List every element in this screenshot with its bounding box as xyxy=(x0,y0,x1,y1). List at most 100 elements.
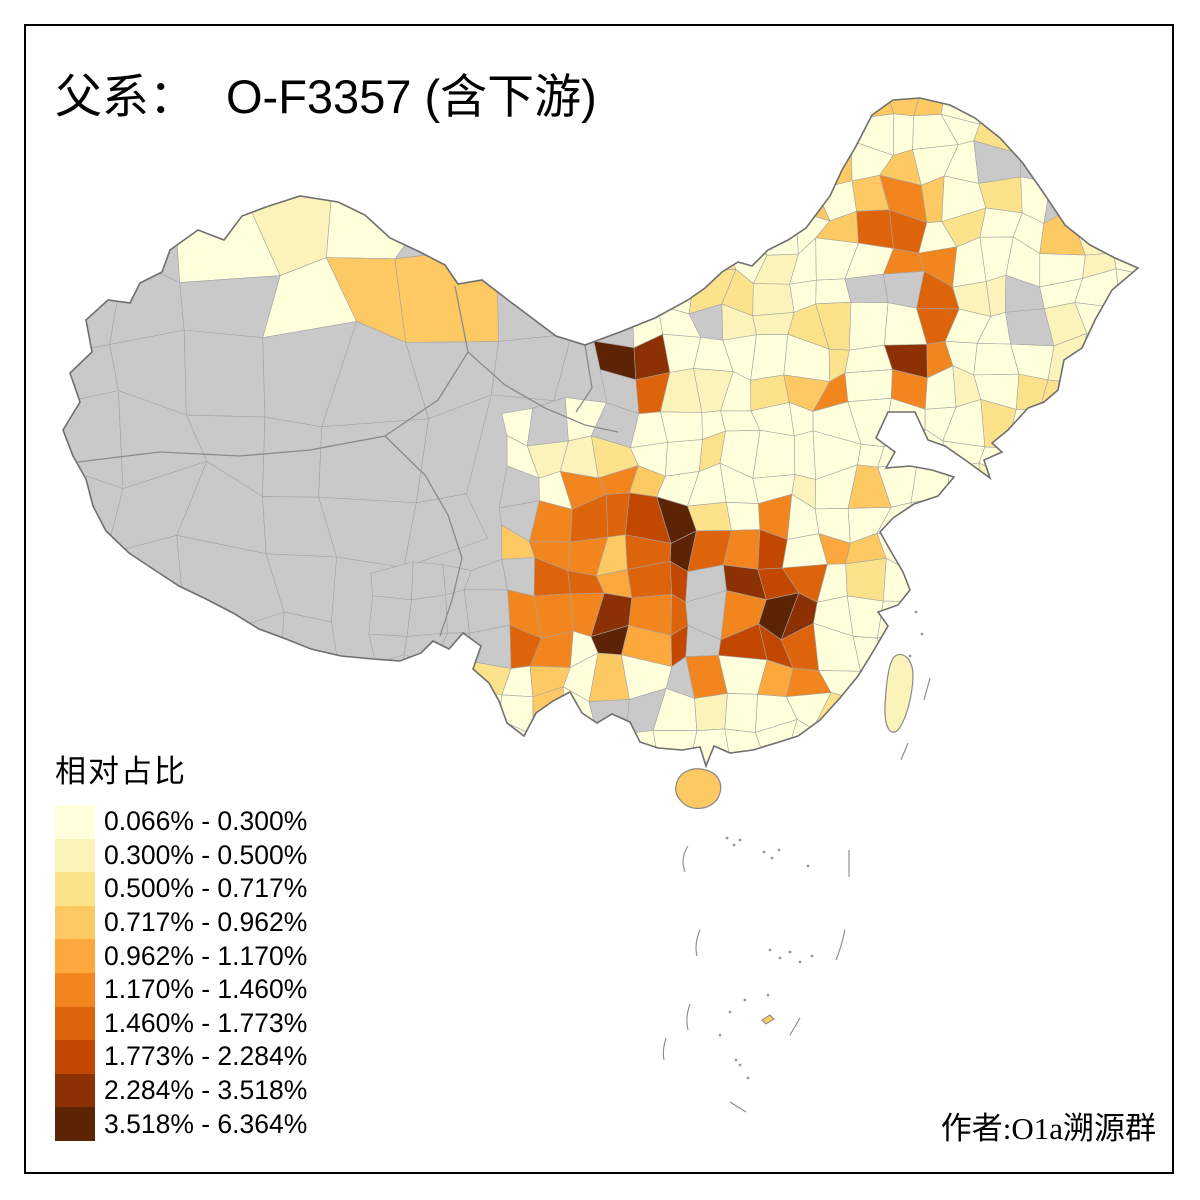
legend-swatch-7 xyxy=(55,1040,95,1074)
prefecture-cell xyxy=(262,416,322,498)
prefecture-cell xyxy=(974,538,1012,574)
prefecture-cell xyxy=(793,430,817,480)
prefecture-cell xyxy=(1134,238,1138,277)
prefecture-cell xyxy=(1010,558,1051,598)
prefecture-cell xyxy=(1104,335,1138,375)
islet-speck xyxy=(768,948,772,952)
prefecture-cell xyxy=(368,595,412,637)
prefecture-cell xyxy=(625,98,672,124)
islet-speck xyxy=(810,954,814,958)
prefecture-cell xyxy=(1144,788,1178,821)
prefecture-cell xyxy=(1069,625,1117,664)
prefecture-cell xyxy=(1072,373,1118,414)
legend-label: 0.717% - 0.962% xyxy=(104,907,308,938)
prefecture-cell xyxy=(976,689,1007,737)
prefecture-cell xyxy=(914,17,948,63)
prefecture-cell xyxy=(1005,506,1050,541)
prefecture-cell xyxy=(63,122,143,191)
prefecture-cell xyxy=(113,688,159,723)
prefecture-cell xyxy=(465,758,508,766)
prefecture-cell xyxy=(1147,719,1182,764)
prefecture-cell xyxy=(750,334,789,381)
legend-swatch-0 xyxy=(55,805,95,839)
prefecture-cell xyxy=(749,21,784,58)
legend-swatch-2 xyxy=(55,872,95,906)
prefecture-cell xyxy=(366,752,413,766)
prefecture-cell xyxy=(1042,98,1084,122)
prefecture-cell xyxy=(1082,120,1120,160)
prefecture-cell xyxy=(1100,98,1137,126)
prefecture-cell xyxy=(885,784,928,824)
prefecture-cell xyxy=(1077,729,1105,761)
prefecture-cell xyxy=(596,98,630,123)
prefecture-cell xyxy=(1110,205,1138,254)
prefecture-cell xyxy=(986,749,1016,766)
prefecture-cell xyxy=(719,143,763,177)
prefecture-cell xyxy=(183,329,266,418)
prefecture-cell xyxy=(846,595,884,639)
islet-speck xyxy=(777,848,781,852)
prefecture-cell xyxy=(1039,408,1087,440)
prefecture-cell xyxy=(1041,755,1084,766)
prefecture-cell xyxy=(812,98,865,120)
prefecture-cell xyxy=(63,631,107,717)
prefecture-cell xyxy=(432,661,476,694)
prefecture-cell xyxy=(1102,686,1138,737)
prefecture-cell xyxy=(0,267,55,357)
prefecture-cell xyxy=(946,58,982,86)
prefecture-cell xyxy=(925,760,959,766)
prefecture-cell xyxy=(862,51,884,89)
prefecture-cell xyxy=(367,783,413,832)
prefecture-cell xyxy=(948,689,978,727)
prefecture-cell xyxy=(877,428,926,468)
prefecture-cell xyxy=(186,611,285,716)
prefecture-cell xyxy=(852,24,882,56)
prefecture-cell xyxy=(0,463,47,553)
prefecture-cell xyxy=(1053,13,1087,53)
prefecture-cell xyxy=(1110,407,1138,445)
prefecture-cell xyxy=(670,122,698,161)
prefecture-cell xyxy=(757,58,790,83)
prefecture-cell xyxy=(757,144,799,189)
islet-speck xyxy=(914,610,918,614)
legend-row: 0.717% - 0.962% xyxy=(55,905,308,940)
prefecture-cell xyxy=(659,173,693,225)
prefecture-cell xyxy=(946,462,980,513)
prefecture-cell xyxy=(598,27,635,61)
prefecture-cell xyxy=(1147,336,1178,379)
prefecture-cell xyxy=(1144,302,1182,346)
legend-label: 1.773% - 2.284% xyxy=(104,1041,308,1072)
prefecture-cell xyxy=(1044,499,1077,541)
prefecture-cell xyxy=(1134,98,1138,122)
prefecture-cell xyxy=(433,726,466,766)
taiwan-island xyxy=(884,653,914,733)
islet-speck xyxy=(738,838,742,842)
prefecture-cell xyxy=(204,0,275,32)
prefecture-cell xyxy=(80,688,127,734)
prefecture-cell xyxy=(981,596,1020,641)
page-title: 父系： O-F3357 (含下游) xyxy=(55,58,597,127)
prefecture-cell xyxy=(725,209,768,256)
prefecture-cell xyxy=(1137,625,1138,670)
legend-row: 1.773% - 2.284% xyxy=(55,1040,307,1074)
prefecture-cell xyxy=(979,98,1023,125)
prefecture-cell xyxy=(26,688,50,728)
prefecture-cell xyxy=(882,557,923,602)
prefecture-cell xyxy=(1049,655,1074,696)
prefecture-cell xyxy=(1017,592,1051,641)
islet-speck xyxy=(728,1010,732,1014)
prefecture-cell xyxy=(1041,114,1084,160)
prefecture-cell xyxy=(1071,788,1119,827)
prefecture-cell xyxy=(1038,729,1084,761)
sea-islets xyxy=(718,610,924,1080)
prefecture-cell xyxy=(978,506,1008,541)
prefecture-cell xyxy=(717,19,762,59)
prefecture-cell xyxy=(880,722,926,766)
islet-speck xyxy=(743,998,747,1002)
prefecture-cell xyxy=(212,692,253,730)
prefecture-cell xyxy=(246,119,359,202)
prefecture-cell xyxy=(394,246,499,343)
prefecture-cell xyxy=(1115,430,1138,470)
prefecture-cell xyxy=(625,270,663,311)
